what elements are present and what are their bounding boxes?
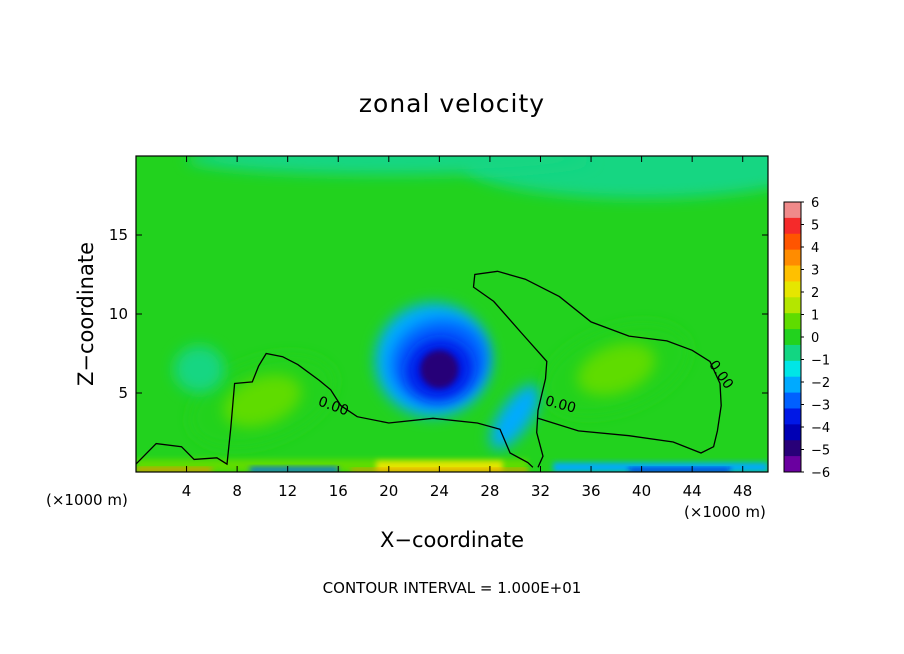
x-unit-left: (×1000 m)	[46, 491, 128, 509]
colorbar-swatch	[784, 217, 801, 235]
x-tick-label: 16	[329, 482, 348, 500]
y-tick-label: 5	[118, 384, 128, 402]
colorbar-swatch	[784, 376, 801, 393]
chart-title: zonal velocity	[359, 89, 545, 118]
y-axis-ticks: 5 10 15	[109, 226, 768, 402]
y-axis-label: Z−coordinate	[74, 242, 98, 386]
plot-area	[136, 156, 768, 472]
colorbar-swatch	[784, 281, 801, 298]
negative-tail	[490, 384, 541, 449]
x-unit-right: (×1000 m)	[684, 503, 766, 521]
x-tick-label: 12	[278, 482, 297, 500]
contour-label: 0.00	[543, 393, 577, 417]
x-axis-ticks: 4 8 12 16 20 24 28 32 36 40 44 48	[182, 156, 752, 500]
surface-negative-band	[249, 467, 339, 472]
x-tick-label: 24	[430, 482, 449, 500]
zero-contour-line	[472, 270, 722, 468]
colorbar-label: 5	[811, 219, 819, 234]
x-tick-label: 20	[379, 482, 398, 500]
colorbar-swatch	[784, 424, 801, 441]
x-tick-label: 36	[581, 482, 600, 500]
colorbar-label: 3	[811, 264, 819, 279]
colorbar-label: 0	[811, 331, 819, 346]
contour-interval-note: CONTOUR INTERVAL = 1.000E+01	[323, 579, 582, 597]
colorbar-swatch	[784, 344, 801, 362]
colorbar: 6 5 4 3 2 1 0 −1 −2 −3 −4 −5 −6	[783, 196, 830, 481]
colorbar-label: −2	[811, 376, 830, 391]
x-tick-label: 28	[480, 482, 499, 500]
x-tick-label: 4	[182, 482, 192, 500]
colorbar-swatch	[784, 265, 801, 282]
colorbar-label: 2	[811, 286, 819, 301]
positive-region	[577, 343, 656, 396]
colorbar-swatch	[784, 297, 801, 314]
x-axis-label: X−coordinate	[380, 528, 524, 552]
x-tick-label: 48	[733, 482, 752, 500]
colorbar-label: −1	[811, 354, 830, 369]
zero-contours	[136, 270, 722, 468]
weak-negative-region	[173, 345, 225, 393]
colorbar-swatch	[784, 440, 801, 457]
colorbar-swatch	[784, 392, 801, 409]
y-tick-label: 15	[109, 226, 128, 244]
colorbar-label: −3	[811, 399, 830, 414]
colorbar-label: 6	[811, 196, 819, 211]
y-tick-label: 10	[109, 305, 128, 323]
surface-negative-band	[553, 462, 768, 472]
colorbar-label: −5	[811, 444, 830, 459]
colorbar-swatch	[784, 408, 801, 425]
colorbar-swatch	[784, 329, 801, 346]
colorbar-swatch	[784, 233, 801, 251]
surface-positive-band	[136, 468, 212, 472]
colorbar-swatch	[784, 313, 801, 330]
colorbar-label: 1	[811, 309, 819, 324]
x-tick-label: 40	[632, 482, 651, 500]
surface-negative-band	[628, 468, 731, 472]
colorbar-swatch	[784, 456, 801, 473]
colorbar-label: −4	[811, 421, 830, 436]
colorbar-swatch	[784, 202, 801, 219]
x-tick-label: 32	[531, 482, 550, 500]
colorbar-swatch	[784, 249, 801, 266]
strong-negative-core	[420, 350, 459, 389]
zero-contour-line	[136, 352, 534, 468]
colorbar-label: −6	[811, 466, 830, 481]
x-tick-label: 8	[232, 482, 242, 500]
colorbar-swatch	[784, 360, 801, 378]
x-tick-label: 44	[683, 482, 702, 500]
colorbar-label: 4	[811, 241, 819, 256]
positive-region	[223, 374, 302, 428]
